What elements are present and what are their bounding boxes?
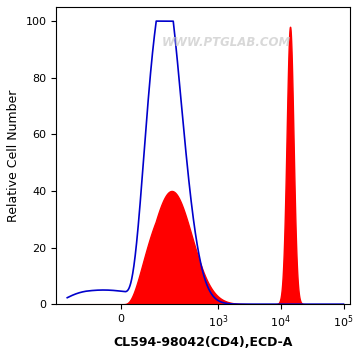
- X-axis label: CL594-98042(CD4),ECD-A: CL594-98042(CD4),ECD-A: [113, 336, 293, 349]
- Text: WWW.PTGLAB.COM: WWW.PTGLAB.COM: [162, 36, 291, 49]
- Y-axis label: Relative Cell Number: Relative Cell Number: [7, 89, 20, 222]
